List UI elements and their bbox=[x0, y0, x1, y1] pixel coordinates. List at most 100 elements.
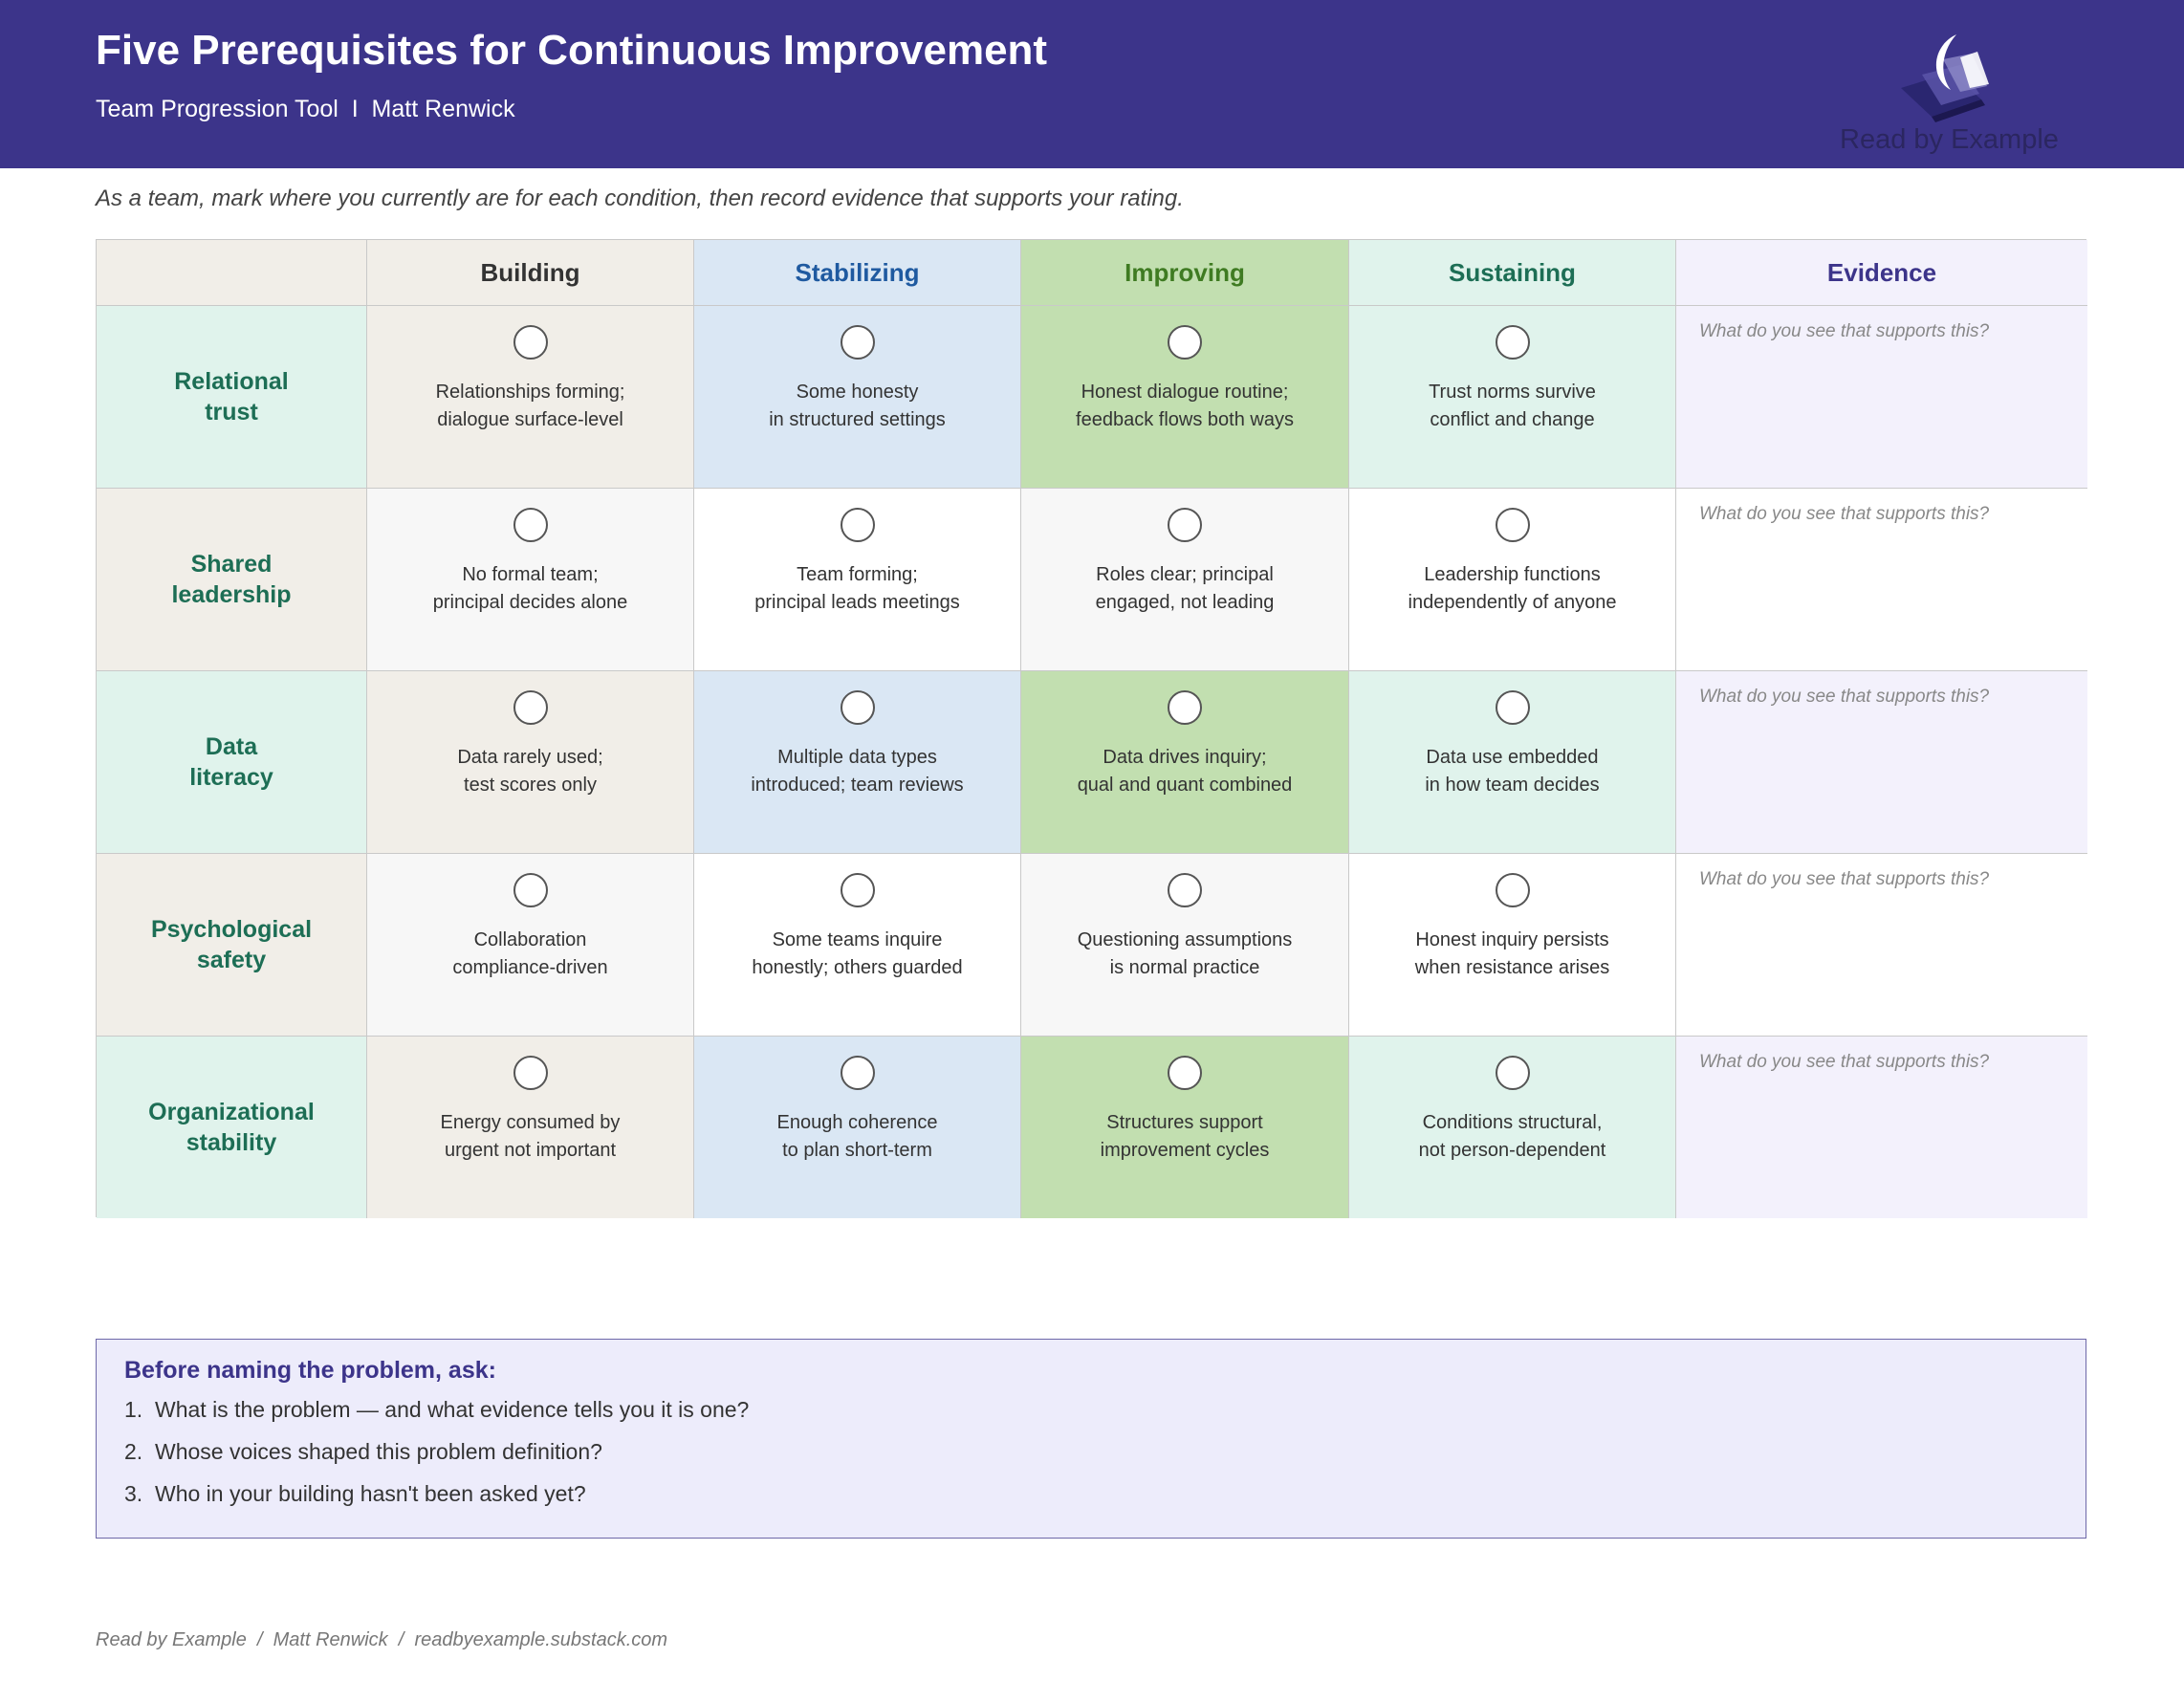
rating-radio-button[interactable] bbox=[1495, 508, 1530, 542]
progression-grid: Building Stabilizing Improving Sustaining Ev… bbox=[96, 239, 2087, 1218]
row-header-relational-trust: Relational trust bbox=[97, 306, 367, 489]
level-description: Some teams inquire honestly; others guar… bbox=[752, 929, 963, 978]
row-label: Psychological safety bbox=[136, 914, 327, 975]
level-description: Data drives inquiry; qual and quant comb… bbox=[1077, 747, 1293, 796]
level-description: Data use embedded in how team decides bbox=[1425, 747, 1600, 796]
column-header-improving: Improving bbox=[1021, 240, 1349, 306]
rating-radio-button[interactable] bbox=[1495, 325, 1530, 360]
rating-radio-button[interactable] bbox=[840, 690, 875, 725]
rating-radio-button[interactable] bbox=[1168, 873, 1202, 907]
evidence-prompt: What do you see that supports this? bbox=[1699, 869, 1990, 889]
level-cell-sustaining: Trust norms survive conflict and change bbox=[1349, 306, 1676, 489]
level-cell-stabilizing: Some honesty in structured settings bbox=[694, 306, 1021, 489]
rating-radio-button[interactable] bbox=[513, 690, 548, 725]
level-cell-improving: Honest dialogue routine; feedback flows … bbox=[1021, 306, 1349, 489]
row-label-line: stability bbox=[186, 1129, 277, 1156]
level-cell-stabilizing: Multiple data types introduced; team rev… bbox=[694, 671, 1021, 854]
rating-radio-button[interactable] bbox=[513, 873, 548, 907]
row-header-data-literacy: Data literacy bbox=[97, 671, 367, 854]
level-cell-building: Energy consumed by urgent not important bbox=[367, 1037, 694, 1218]
row-label-line: safety bbox=[196, 947, 267, 973]
row-label: Organizational stability bbox=[136, 1097, 327, 1158]
rating-radio-button[interactable] bbox=[513, 1056, 548, 1090]
question-box-title: Before naming the problem, ask: bbox=[124, 1357, 496, 1384]
level-description: Honest dialogue routine; feedback flows … bbox=[1076, 382, 1294, 430]
level-cell-improving: Questioning assumptions is normal practi… bbox=[1021, 854, 1349, 1037]
level-description: Structures support improvement cycles bbox=[1100, 1112, 1270, 1161]
question-text: Whose voices shaped this problem definit… bbox=[155, 1439, 602, 1464]
column-header-sustaining: Sustaining bbox=[1349, 240, 1676, 306]
logo: Read by Example bbox=[1836, 25, 2075, 159]
question-box: Before naming the problem, ask: 1. What i… bbox=[96, 1339, 2086, 1539]
row-label-line: Data bbox=[205, 733, 258, 760]
evidence-prompt: What do you see that supports this? bbox=[1699, 504, 1990, 524]
question-number: 2. bbox=[124, 1439, 143, 1464]
level-cell-stabilizing: Enough coherence to plan short-term bbox=[694, 1037, 1021, 1218]
row-label-line: Psychological bbox=[150, 916, 313, 943]
level-cell-sustaining: Conditions structural, not person-depend… bbox=[1349, 1037, 1676, 1218]
row-label-line: trust bbox=[205, 399, 258, 426]
level-description: Multiple data types introduced; team rev… bbox=[751, 747, 964, 796]
level-cell-building: No formal team; principal decides alone bbox=[367, 489, 694, 671]
grid-corner bbox=[97, 240, 367, 306]
level-cell-sustaining: Data use embedded in how team decides bbox=[1349, 671, 1676, 854]
level-description: Energy consumed by urgent not important bbox=[440, 1112, 621, 1161]
evidence-input[interactable] bbox=[1695, 1084, 2068, 1203]
row-label: Data literacy bbox=[136, 731, 327, 793]
rating-radio-button[interactable] bbox=[1495, 1056, 1530, 1090]
logo-text: Read by Example bbox=[1840, 124, 2059, 155]
rating-radio-button[interactable] bbox=[840, 325, 875, 360]
row-label: Relational trust bbox=[136, 366, 327, 427]
column-header-stabilizing: Stabilizing bbox=[694, 240, 1021, 306]
evidence-input[interactable] bbox=[1695, 902, 2068, 1020]
column-header-evidence: Evidence bbox=[1676, 240, 2087, 306]
level-description: Data rarely used; test scores only bbox=[457, 747, 603, 796]
level-description: No formal team; principal decides alone bbox=[432, 564, 628, 613]
evidence-input[interactable] bbox=[1695, 354, 2068, 472]
evidence-cell[interactable]: What do you see that supports this? bbox=[1676, 489, 2087, 671]
rating-radio-button[interactable] bbox=[513, 508, 548, 542]
instruction-text: As a team, mark where you currently are … bbox=[96, 186, 1184, 211]
level-description: Relationships forming; dialogue surface-… bbox=[435, 382, 625, 430]
rating-radio-button[interactable] bbox=[840, 508, 875, 542]
question-number: 1. bbox=[124, 1397, 143, 1422]
rating-radio-button[interactable] bbox=[1168, 325, 1202, 360]
rating-radio-button[interactable] bbox=[840, 1056, 875, 1090]
level-description: Conditions structural, not person-depend… bbox=[1418, 1112, 1606, 1161]
level-cell-building: Data rarely used; test scores only bbox=[367, 671, 694, 854]
rating-radio-button[interactable] bbox=[1495, 873, 1530, 907]
question-item: 3. Who in your building hasn't been asked… bbox=[124, 1479, 749, 1521]
row-label-line: literacy bbox=[189, 764, 273, 791]
row-header-psychological-safety: Psychological safety bbox=[97, 854, 367, 1037]
question-text: Who in your building hasn't been asked y… bbox=[155, 1481, 586, 1506]
page-title: Five Prerequisites for Continuous Improv… bbox=[96, 27, 1048, 74]
level-cell-building: Collaboration compliance-driven bbox=[367, 854, 694, 1037]
rating-radio-button[interactable] bbox=[1168, 1056, 1202, 1090]
level-description: Roles clear; principal engaged, not lead… bbox=[1095, 564, 1275, 613]
level-cell-sustaining: Leadership functions independently of an… bbox=[1349, 489, 1676, 671]
evidence-cell[interactable]: What do you see that supports this? bbox=[1676, 854, 2087, 1037]
level-description: Collaboration compliance-driven bbox=[452, 929, 608, 978]
level-cell-improving: Structures support improvement cycles bbox=[1021, 1037, 1349, 1218]
row-header-shared-leadership: Shared leadership bbox=[97, 489, 367, 671]
level-cell-stabilizing: Team forming; principal leads meetings bbox=[694, 489, 1021, 671]
evidence-input[interactable] bbox=[1695, 719, 2068, 838]
evidence-cell[interactable]: What do you see that supports this? bbox=[1676, 1037, 2087, 1218]
row-label-line: Relational bbox=[174, 368, 289, 395]
evidence-cell[interactable]: What do you see that supports this? bbox=[1676, 306, 2087, 489]
evidence-cell[interactable]: What do you see that supports this? bbox=[1676, 671, 2087, 854]
page-subtitle: Team Progression Tool I Matt Renwick bbox=[96, 96, 515, 122]
rating-radio-button[interactable] bbox=[1168, 508, 1202, 542]
row-header-organizational-stability: Organizational stability bbox=[97, 1037, 367, 1218]
rating-radio-button[interactable] bbox=[840, 873, 875, 907]
rating-radio-button[interactable] bbox=[513, 325, 548, 360]
evidence-prompt: What do you see that supports this? bbox=[1699, 687, 1990, 707]
level-cell-stabilizing: Some teams inquire honestly; others guar… bbox=[694, 854, 1021, 1037]
level-cell-building: Relationships forming; dialogue surface-… bbox=[367, 306, 694, 489]
rating-radio-button[interactable] bbox=[1168, 690, 1202, 725]
level-description: Leadership functions independently of an… bbox=[1408, 564, 1617, 613]
rating-radio-button[interactable] bbox=[1495, 690, 1530, 725]
question-item: 1. What is the problem — and what evidenc… bbox=[124, 1395, 749, 1437]
row-label-line: Shared bbox=[190, 551, 273, 578]
evidence-input[interactable] bbox=[1695, 536, 2068, 655]
